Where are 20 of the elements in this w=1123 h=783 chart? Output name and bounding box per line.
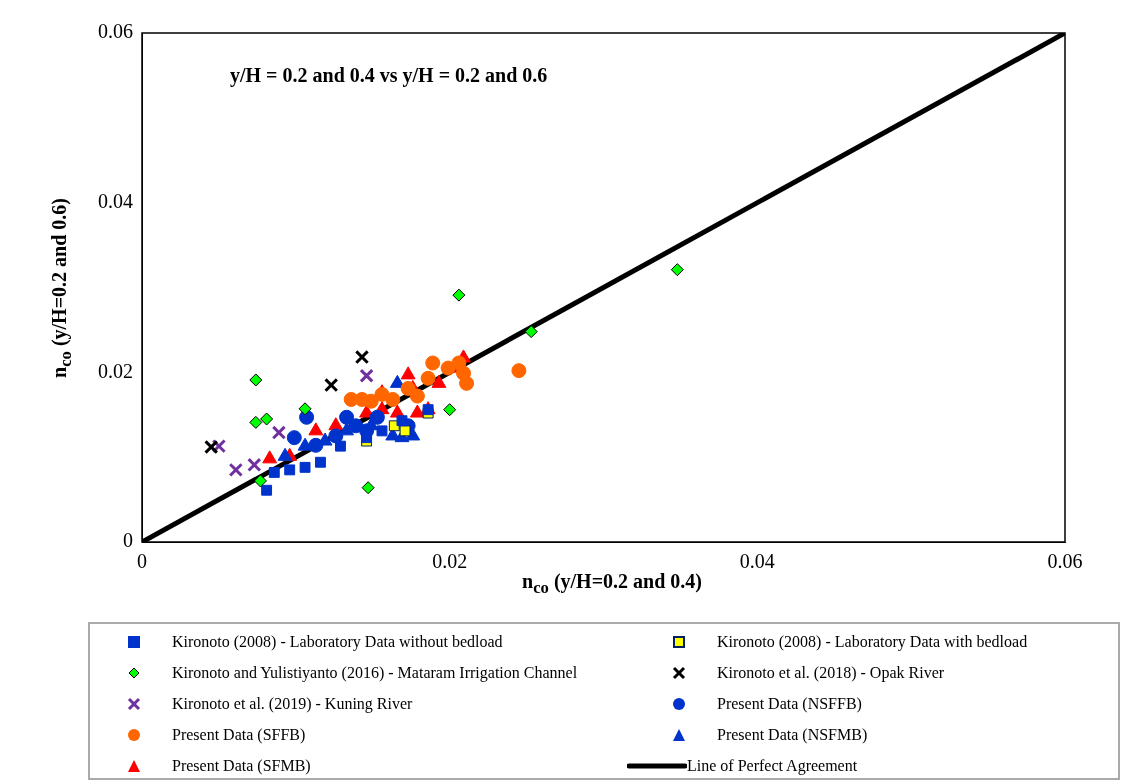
x-tick-label: 0.06 <box>1047 550 1083 573</box>
x-tick-label: 0.02 <box>432 550 468 573</box>
legend-label: Kironoto et al. (2019) - Kuning River <box>172 694 413 713</box>
x-axis-title: n$_{co}$ (y/H=0.2 and 0.4) <box>522 570 702 598</box>
legend-label: Present Data (SFMB) <box>172 756 311 775</box>
y-tick-label: 0.02 <box>98 359 133 382</box>
y-tick-label: 0.04 <box>98 189 133 212</box>
legend-label: Kironoto (2008) - Laboratory Data with bedload <box>717 632 1028 651</box>
legend-label: Kironoto (2008) - Laboratory Data without bedload <box>172 632 503 651</box>
legend-label: Present Data (NSFFB) <box>717 694 862 713</box>
annotation: y/H = 0.2 and 0.4 vs y/H = 0.2 and 0.6 <box>230 64 548 87</box>
legend-label: Kironoto and Yulistiyanto (2016) - Mataram Irrigation Channel <box>172 663 578 682</box>
x-tick-label: 0.04 <box>739 550 775 573</box>
y-tick-label: 0 <box>123 529 133 552</box>
x-tick-label: 0 <box>137 550 147 573</box>
legend-label: Kironoto et al. (2018) - Opak River <box>717 663 945 682</box>
legend-label: Line of Perfect Agreement <box>687 756 858 775</box>
y-tick-label: 0.06 <box>98 20 133 43</box>
legend-label: Present Data (SFFB) <box>172 725 306 744</box>
legend-label: Present Data (NSFMB) <box>717 725 868 744</box>
